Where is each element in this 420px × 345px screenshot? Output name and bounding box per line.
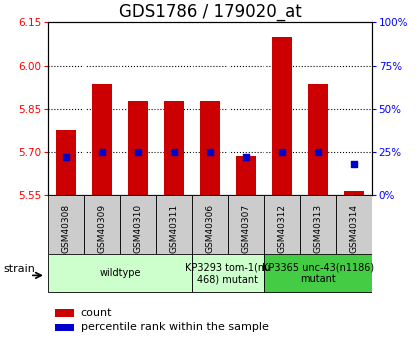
Point — [243, 154, 249, 160]
Text: GSM40311: GSM40311 — [170, 204, 178, 253]
Text: GSM40307: GSM40307 — [241, 204, 250, 253]
Point — [278, 149, 285, 155]
Point — [63, 154, 70, 160]
Text: KP3365 unc-43(n1186)
mutant: KP3365 unc-43(n1186) mutant — [262, 263, 374, 284]
Bar — [164, 101, 184, 195]
Text: GSM40308: GSM40308 — [62, 204, 71, 253]
Bar — [272, 37, 292, 195]
Bar — [84, 195, 120, 254]
Bar — [55, 324, 74, 331]
Bar — [55, 309, 74, 317]
Bar — [56, 130, 76, 195]
Text: GSM40312: GSM40312 — [277, 204, 286, 253]
Bar — [236, 156, 256, 195]
Text: GSM40313: GSM40313 — [313, 204, 322, 253]
Bar — [200, 101, 220, 195]
Bar — [48, 195, 84, 254]
Bar — [264, 195, 300, 254]
Bar — [344, 190, 364, 195]
Bar — [336, 195, 372, 254]
Text: GSM40310: GSM40310 — [134, 204, 143, 253]
Text: percentile rank within the sample: percentile rank within the sample — [81, 323, 268, 332]
Text: GSM40306: GSM40306 — [205, 204, 215, 253]
Point — [315, 149, 321, 155]
Point — [135, 149, 142, 155]
Text: count: count — [81, 308, 112, 318]
Title: GDS1786 / 179020_at: GDS1786 / 179020_at — [118, 3, 302, 21]
Bar — [92, 84, 112, 195]
Point — [350, 161, 357, 167]
Bar — [120, 195, 156, 254]
Point — [207, 149, 213, 155]
Bar — [156, 195, 192, 254]
Point — [99, 149, 105, 155]
Text: KP3293 tom-1(nu
468) mutant: KP3293 tom-1(nu 468) mutant — [185, 263, 270, 284]
Bar — [48, 254, 192, 293]
Text: GSM40309: GSM40309 — [98, 204, 107, 253]
Bar — [264, 254, 372, 293]
Bar — [308, 84, 328, 195]
Bar — [192, 195, 228, 254]
Bar — [228, 195, 264, 254]
Point — [171, 149, 177, 155]
Text: wildtype: wildtype — [100, 268, 141, 278]
Bar — [300, 195, 336, 254]
Bar — [192, 254, 264, 293]
Text: strain: strain — [4, 264, 36, 274]
Bar — [128, 101, 148, 195]
Text: GSM40314: GSM40314 — [349, 204, 358, 253]
